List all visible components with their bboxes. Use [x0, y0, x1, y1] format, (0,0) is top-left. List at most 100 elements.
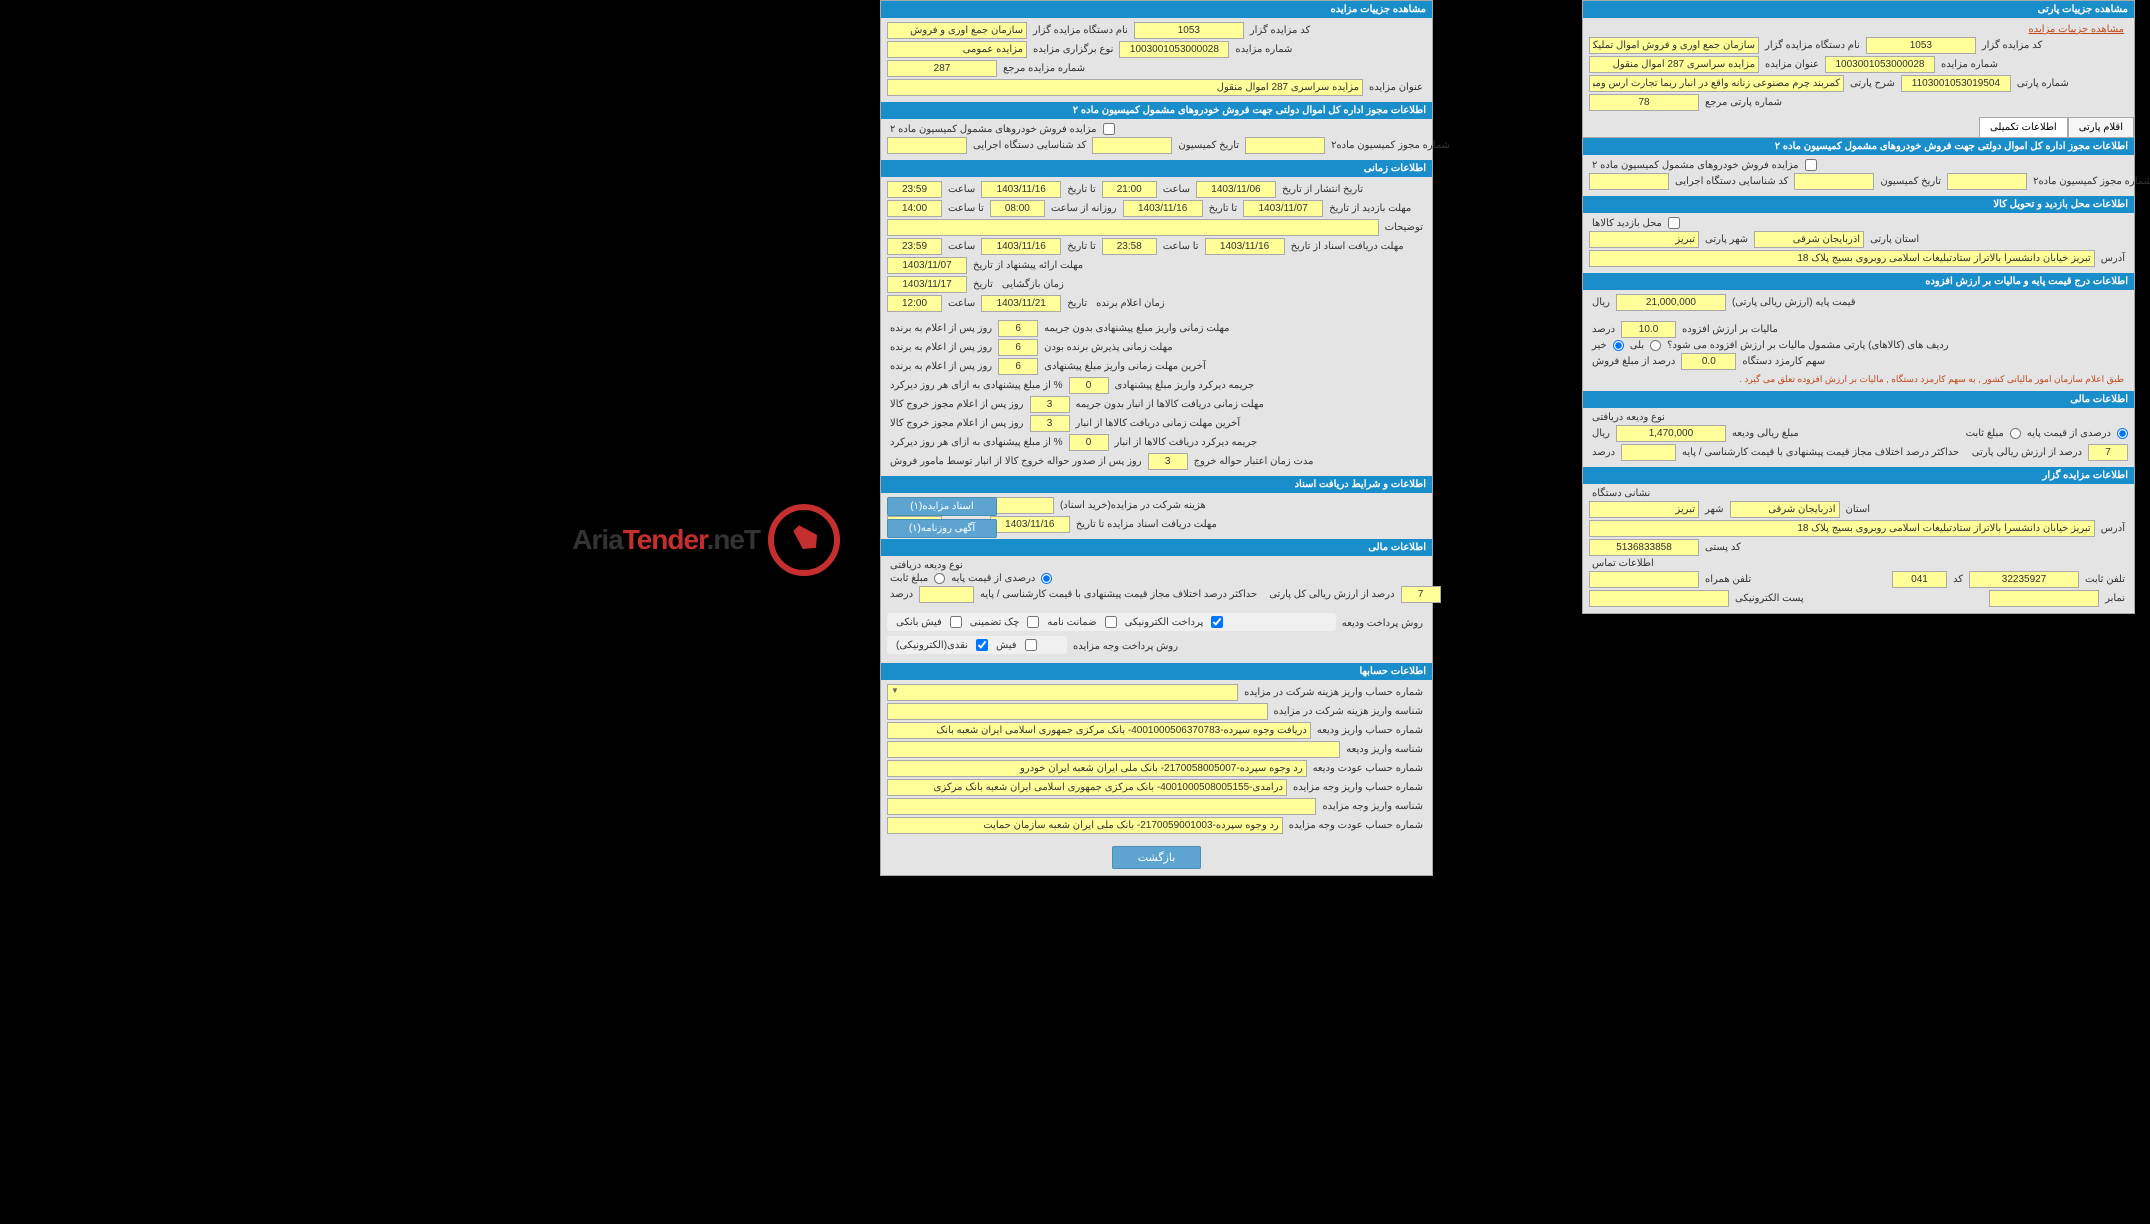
org-city-input[interactable]: [1589, 501, 1699, 518]
d-penalty2[interactable]: [1069, 434, 1109, 451]
l-mjoz-date-input[interactable]: [1092, 137, 1172, 154]
partino-input[interactable]: [1901, 75, 2011, 92]
price-base-input[interactable]: [1616, 294, 1726, 311]
vat-no-radio[interactable]: [1613, 340, 1624, 351]
t-open[interactable]: [887, 276, 967, 293]
loc-city-input[interactable]: [1589, 231, 1699, 248]
vadie-pct-input[interactable]: [2088, 444, 2128, 461]
acc5-label: شماره حساب عودت ودیعه: [1310, 763, 1426, 774]
acc2-input[interactable]: [887, 703, 1268, 720]
t-daily-to[interactable]: [887, 200, 942, 217]
t-offer-from[interactable]: [887, 257, 967, 274]
l-org-input[interactable]: [887, 22, 1027, 39]
partidesc-input[interactable]: [1589, 75, 1844, 92]
l-mjoz-no-input[interactable]: [1245, 137, 1325, 154]
d-pay[interactable]: [998, 320, 1038, 337]
mjoz-no-input[interactable]: [1947, 173, 2027, 190]
l-mzno-input[interactable]: [1119, 41, 1229, 58]
l-vadie-pct-input[interactable]: [1401, 586, 1441, 603]
acc6-input[interactable]: [887, 779, 1287, 796]
t-tozih-input[interactable]: [887, 219, 1379, 236]
org-email-input[interactable]: [1589, 590, 1729, 607]
mjoz-check[interactable]: [1805, 159, 1817, 171]
org-addr-input[interactable]: [1589, 520, 2095, 537]
t-pub-to[interactable]: [981, 181, 1061, 198]
l-mztype-input[interactable]: [887, 41, 1027, 58]
l-code-label: کد مزایده گزار: [1247, 25, 1313, 36]
org-telcode-input[interactable]: [1892, 571, 1947, 588]
vadie-pct-radio[interactable]: [2117, 428, 2128, 439]
mzno-input[interactable]: [1825, 56, 1935, 73]
t-pub-toh[interactable]: [887, 181, 942, 198]
loc-addr-input[interactable]: [1589, 250, 2095, 267]
t-pub-from[interactable]: [1196, 181, 1276, 198]
mjoz-id-input[interactable]: [1589, 173, 1669, 190]
org-ostan-input[interactable]: [1730, 501, 1840, 518]
t-daily-from[interactable]: [990, 200, 1045, 217]
l-diff-input[interactable]: [919, 586, 974, 603]
acc3-input[interactable]: [887, 722, 1311, 739]
t-winner[interactable]: [981, 295, 1061, 312]
t-doc-from[interactable]: [1205, 238, 1285, 255]
t-pub-h[interactable]: [1102, 181, 1157, 198]
t-doc-toh[interactable]: [887, 238, 942, 255]
pay-c-check[interactable]: [1027, 616, 1039, 628]
mztitle-input[interactable]: [1589, 56, 1759, 73]
vadie-r-input[interactable]: [1616, 425, 1726, 442]
mjoz-date-input[interactable]: [1794, 173, 1874, 190]
diff-input[interactable]: [1621, 444, 1676, 461]
pay-z-check[interactable]: [1105, 616, 1117, 628]
acc7-input[interactable]: [887, 798, 1316, 815]
l-mztitle-input[interactable]: [887, 79, 1363, 96]
l-code-input[interactable]: [1134, 22, 1244, 39]
vat-unit: درصد: [1589, 324, 1618, 335]
l-vadie-pct-radio[interactable]: [1041, 573, 1052, 584]
vat-input[interactable]: [1621, 321, 1676, 338]
t-visit-from[interactable]: [1243, 200, 1323, 217]
tab-items[interactable]: اقلام پارتی: [2068, 117, 2134, 137]
vadie-fixed-radio[interactable]: [2010, 428, 2021, 439]
pay-f-check[interactable]: [950, 616, 962, 628]
docs-button[interactable]: اسناد مزایده(۱): [887, 497, 997, 516]
acc8-input[interactable]: [887, 817, 1283, 834]
d-last[interactable]: [998, 358, 1038, 375]
pay-cash-check[interactable]: [976, 639, 988, 651]
partidesc-label: شرح پارتی: [1847, 78, 1898, 89]
t-doc-to[interactable]: [981, 238, 1061, 255]
org-tel-input[interactable]: [1969, 571, 2079, 588]
d-havale[interactable]: [1148, 453, 1188, 470]
l-mjoz-check[interactable]: [1103, 123, 1115, 135]
org-fax-input[interactable]: [1989, 590, 2099, 607]
l-vadie-fixed-radio[interactable]: [934, 573, 945, 584]
pay-fish-check[interactable]: [1025, 639, 1037, 651]
vat-yes-label: بلی: [1627, 340, 1647, 351]
vat-yes-radio[interactable]: [1650, 340, 1661, 351]
d-pickup2[interactable]: [1030, 415, 1070, 432]
org-mob-input[interactable]: [1589, 571, 1699, 588]
pay-e-check[interactable]: [1211, 616, 1223, 628]
loc-ostan-input[interactable]: [1754, 231, 1864, 248]
l-mzref-input[interactable]: [887, 60, 997, 77]
d-accept[interactable]: [998, 339, 1038, 356]
doc-header: اطلاعات و شرایط دریافت اسناد: [881, 476, 1432, 493]
news-button[interactable]: آگهی روزنامه(۱): [887, 519, 997, 538]
d-penalty[interactable]: [1069, 377, 1109, 394]
refno-input[interactable]: [1589, 94, 1699, 111]
karmozd-input[interactable]: [1681, 353, 1736, 370]
org-name-input[interactable]: [1589, 37, 1759, 54]
view-mz-link[interactable]: مشاهده جزییات مزایده: [1589, 22, 2128, 37]
org-zip-input[interactable]: [1589, 539, 1699, 556]
tab-extra[interactable]: اطلاعات تکمیلی: [1979, 117, 2068, 137]
org-code-input[interactable]: [1866, 37, 1976, 54]
acc4-input[interactable]: [887, 741, 1340, 758]
loc-check[interactable]: [1668, 217, 1680, 229]
d-pickup[interactable]: [1030, 396, 1070, 413]
t-visit-to[interactable]: [1123, 200, 1203, 217]
acc5-input[interactable]: [887, 760, 1307, 777]
back-button[interactable]: بازگشت: [1112, 846, 1202, 869]
t-doc-h[interactable]: [1102, 238, 1157, 255]
doc-deadline[interactable]: [990, 516, 1070, 533]
l-mjoz-id-input[interactable]: [887, 137, 967, 154]
t-winner-h[interactable]: [887, 295, 942, 312]
acc1-dd[interactable]: [887, 684, 1238, 701]
